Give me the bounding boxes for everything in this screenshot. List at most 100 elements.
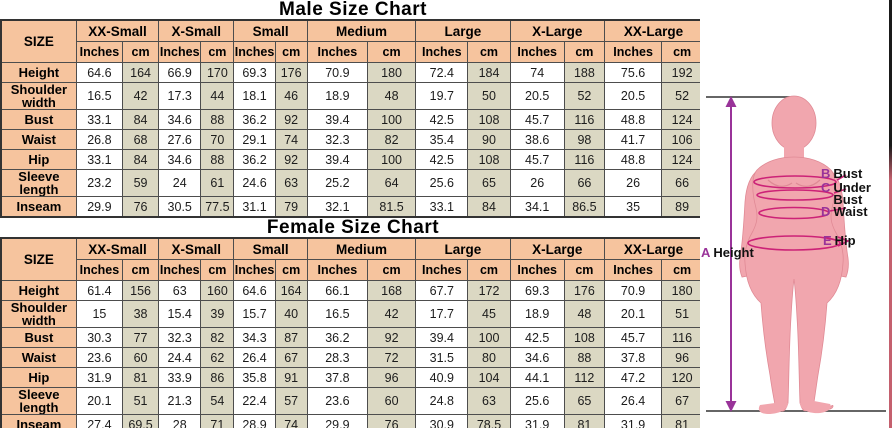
- value-cell: 48: [563, 300, 605, 328]
- value-cell: 26.4: [233, 347, 276, 368]
- value-cell: 81: [563, 414, 605, 428]
- value-cell: 15: [75, 300, 124, 328]
- value-cell: 48: [366, 82, 417, 110]
- value-cell: 69.5: [121, 414, 160, 428]
- label-letter-e: E: [823, 233, 832, 248]
- size-header-cell: XX-Large: [603, 19, 704, 42]
- value-cell: 88: [563, 347, 605, 368]
- value-cell: 18.9: [306, 82, 368, 110]
- value-cell: 66: [661, 169, 704, 197]
- value-cell: 26.4: [603, 387, 663, 415]
- measurement-lines: [747, 174, 850, 251]
- value-cell: 36.2: [233, 149, 276, 170]
- value-cell: 27.4: [75, 414, 124, 428]
- unit-header-cell: Inches: [306, 41, 368, 63]
- value-cell: 52: [563, 82, 605, 110]
- label-text-height: Height: [713, 245, 754, 260]
- size-header-cell: Medium: [306, 237, 417, 260]
- size-header-cell: X-Small: [158, 237, 235, 260]
- value-cell: 39.4: [415, 327, 469, 348]
- label-e-hip: E Hip: [823, 233, 856, 248]
- unit-header-cell: Inches: [415, 259, 469, 281]
- size-header-cell: Small: [233, 237, 308, 260]
- unit-header-cell: cm: [366, 41, 417, 63]
- value-cell: 42.5: [415, 149, 469, 170]
- value-cell: 23.6: [75, 347, 124, 368]
- value-cell: 16.5: [306, 300, 368, 328]
- value-cell: 90: [467, 129, 511, 150]
- value-cell: 64.6: [233, 280, 276, 301]
- value-cell: 76: [366, 414, 417, 428]
- value-cell: 28.9: [233, 414, 276, 428]
- value-cell: 64.6: [75, 62, 124, 83]
- value-cell: 19.7: [415, 82, 469, 110]
- value-cell: 30.3: [75, 327, 124, 348]
- value-cell: 34.3: [233, 327, 276, 348]
- value-cell: 16.5: [75, 82, 124, 110]
- size-header-cell: Large: [415, 237, 511, 260]
- value-cell: 67.7: [415, 280, 469, 301]
- value-cell: 100: [366, 149, 417, 170]
- value-cell: 44: [200, 82, 235, 110]
- value-cell: 61.4: [75, 280, 124, 301]
- value-cell: 81.5: [366, 196, 417, 218]
- value-cell: 24: [158, 169, 202, 197]
- value-cell: 68: [121, 129, 160, 150]
- value-cell: 77: [121, 327, 160, 348]
- value-cell: 89: [661, 196, 704, 218]
- value-cell: 42: [121, 82, 160, 110]
- value-cell: 92: [274, 109, 308, 130]
- value-cell: 64: [366, 169, 417, 197]
- value-cell: 42.5: [509, 327, 565, 348]
- value-cell: 70: [200, 129, 235, 150]
- waist-line: [758, 206, 830, 220]
- value-cell: 124: [661, 149, 704, 170]
- row-label-cell: Hip: [0, 149, 77, 170]
- label-c-under-bust: C Under Bust: [821, 181, 875, 206]
- value-cell: 172: [467, 280, 511, 301]
- value-cell: 29.9: [75, 196, 124, 218]
- value-cell: 42.5: [415, 109, 469, 130]
- value-cell: 28.3: [306, 347, 368, 368]
- value-cell: 51: [121, 387, 160, 415]
- value-cell: 88: [200, 109, 235, 130]
- value-cell: 84: [121, 109, 160, 130]
- unit-header-cell: Inches: [75, 259, 124, 281]
- value-cell: 47.2: [603, 367, 663, 388]
- value-cell: 70.9: [306, 62, 368, 83]
- row-label-cell: Inseam: [0, 414, 77, 428]
- unit-header-cell: cm: [121, 259, 160, 281]
- value-cell: 24.4: [158, 347, 202, 368]
- value-cell: 35.4: [415, 129, 469, 150]
- value-cell: 180: [366, 62, 417, 83]
- value-cell: 164: [121, 62, 160, 83]
- unit-header-cell: Inches: [509, 259, 565, 281]
- value-cell: 30.5: [158, 196, 202, 218]
- value-cell: 76: [121, 196, 160, 218]
- value-cell: 92: [274, 149, 308, 170]
- value-cell: 26: [509, 169, 565, 197]
- value-cell: 59: [121, 169, 160, 197]
- value-cell: 35: [603, 196, 663, 218]
- value-cell: 33.1: [415, 196, 469, 218]
- label-a-height: A Height: [701, 245, 754, 260]
- value-cell: 170: [200, 62, 235, 83]
- value-cell: 37.8: [306, 367, 368, 388]
- value-cell: 108: [467, 109, 511, 130]
- value-cell: 62: [200, 347, 235, 368]
- value-cell: 32.3: [158, 327, 202, 348]
- value-cell: 48.8: [603, 109, 663, 130]
- value-cell: 24.8: [415, 387, 469, 415]
- size-header-cell: XX-Small: [75, 237, 160, 260]
- row-label-cell: Height: [0, 62, 77, 83]
- unit-header-cell: Inches: [603, 259, 663, 281]
- row-label-cell: Bust: [0, 327, 77, 348]
- value-cell: 96: [661, 347, 704, 368]
- value-cell: 33.1: [75, 109, 124, 130]
- value-cell: 17.7: [415, 300, 469, 328]
- unit-header-cell: Inches: [306, 259, 368, 281]
- row-label-cell: Sleeve length: [0, 169, 77, 197]
- unit-header-cell: Inches: [75, 41, 124, 63]
- row-label-cell: Inseam: [0, 196, 77, 218]
- value-cell: 37.8: [603, 347, 663, 368]
